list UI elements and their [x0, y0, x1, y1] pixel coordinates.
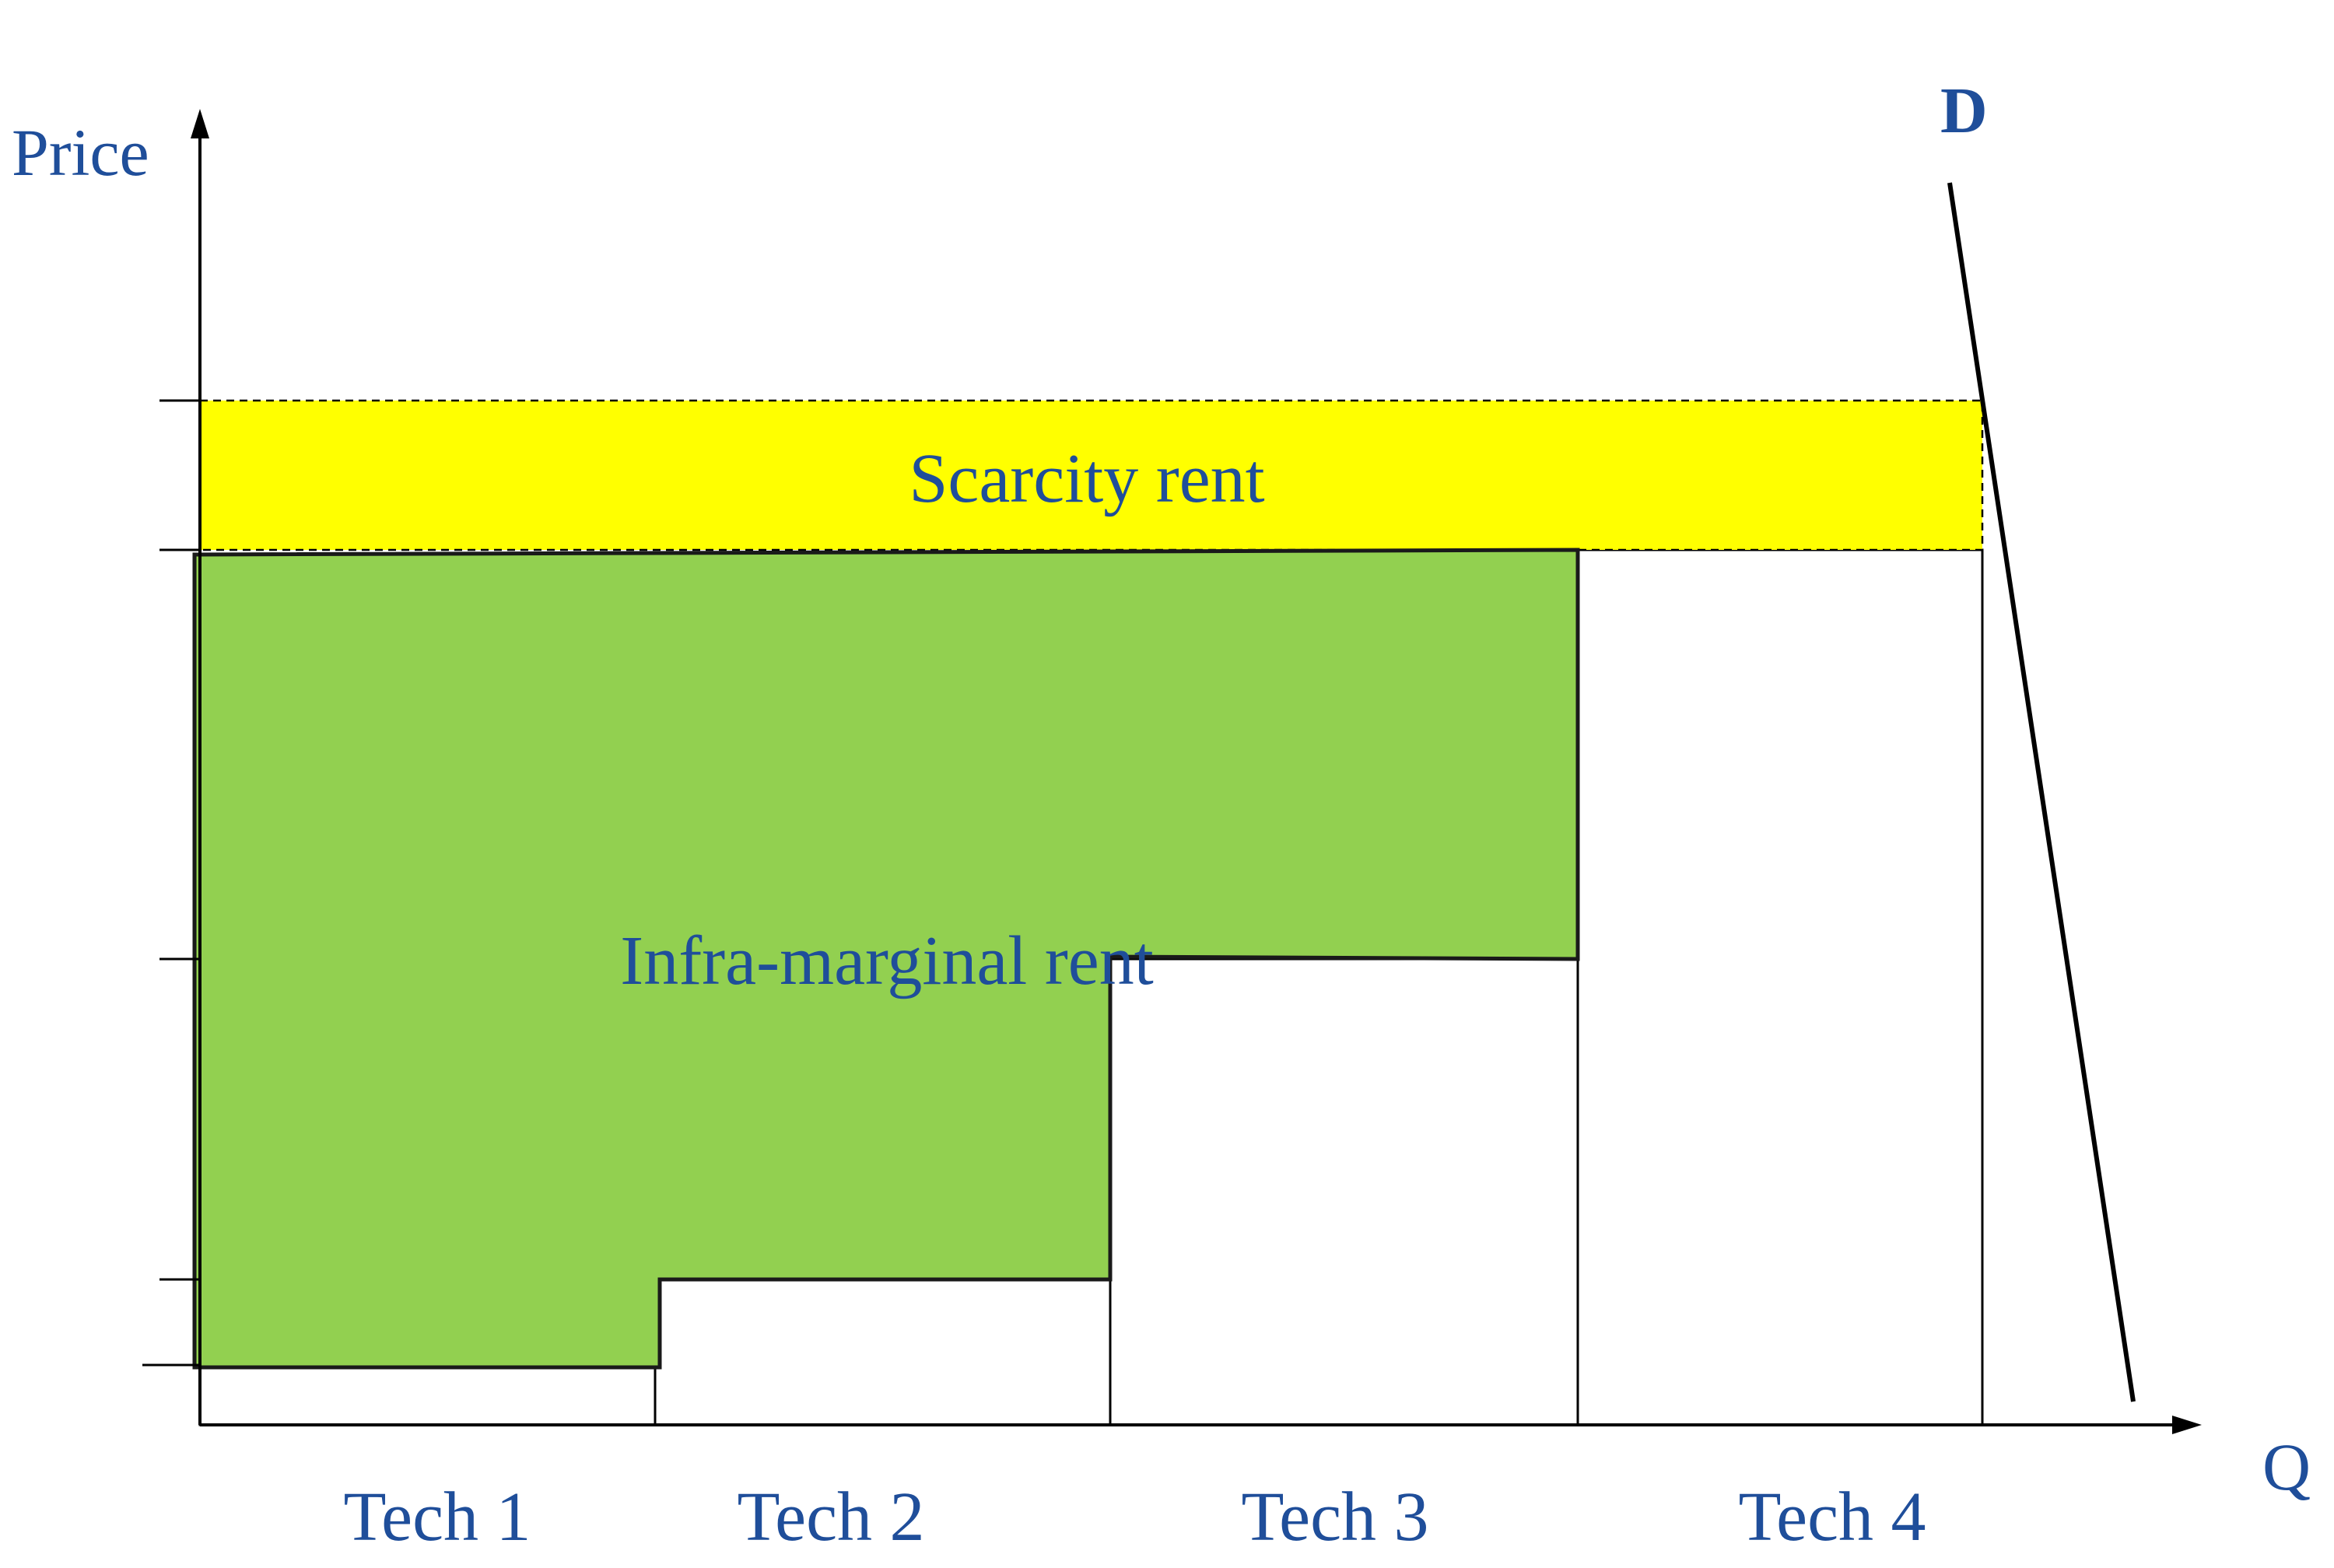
demand-curve	[1947, 182, 2136, 1402]
tech-4-label: Tech 4	[1738, 1479, 1926, 1556]
tech-3-label: Tech 3	[1241, 1479, 1428, 1556]
tech-1-block	[198, 1366, 657, 1426]
inframarginal-rent-area	[192, 548, 1580, 1370]
y-axis-label: Price	[12, 115, 149, 190]
demand-label: D	[1940, 75, 1988, 147]
tech-2-label: Tech 2	[737, 1479, 924, 1556]
scarcity-rent-label: Scarcity rent	[909, 440, 1264, 517]
tech-3-block	[1109, 957, 1579, 1426]
axes	[198, 124, 2178, 1426]
scarcity-rent-area	[198, 399, 1984, 551]
tech-4-block	[1576, 548, 1984, 1426]
x-axis-arrowhead	[2172, 1416, 2202, 1434]
price-ticks	[142, 399, 200, 1367]
tech-2-block	[654, 1278, 1112, 1426]
y-axis-arrowhead	[191, 109, 209, 138]
x-axis-label: Q	[2262, 1430, 2311, 1504]
inframarginal-rent-label: Infra-marginal rent	[620, 922, 1154, 999]
tech-1-label: Tech 1	[343, 1479, 531, 1556]
